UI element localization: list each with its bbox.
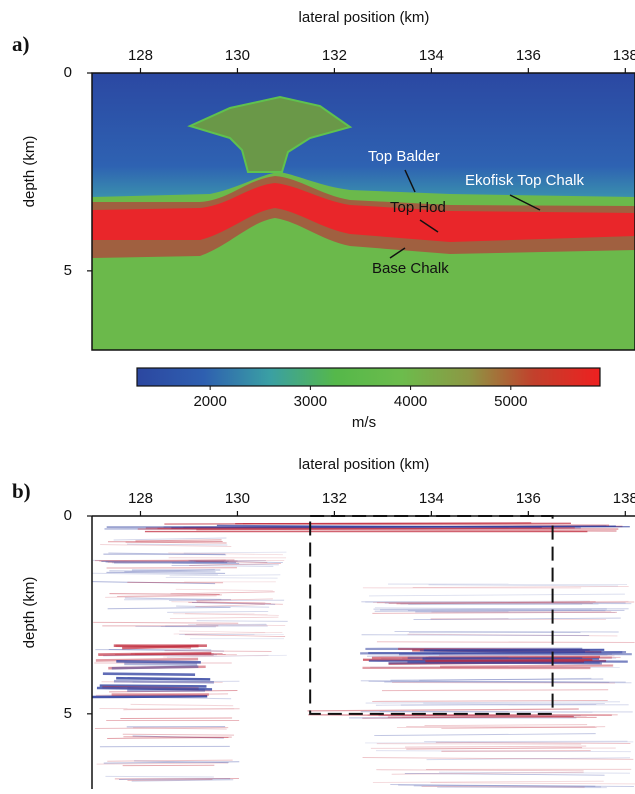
x-tick-label: 132: [322, 490, 347, 507]
reflector: [135, 540, 221, 541]
colorbar: [137, 368, 600, 386]
reflector: [374, 734, 595, 736]
reflector: [166, 577, 278, 578]
reflector: [184, 552, 287, 553]
reflector: [424, 650, 604, 651]
reflector: [170, 575, 281, 576]
reflector: [413, 586, 629, 587]
reflector: [98, 653, 211, 654]
reflector: [365, 742, 633, 743]
reflector: [103, 674, 195, 675]
reflector: [176, 589, 273, 590]
reflector: [174, 632, 283, 634]
reflector: [107, 760, 232, 761]
y-tick-label: 5: [64, 705, 72, 722]
reflector: [176, 606, 269, 607]
reflector: [429, 585, 618, 586]
reflector: [116, 661, 201, 662]
reflector: [441, 751, 590, 752]
reflector: [376, 770, 583, 771]
reflector: [377, 744, 581, 745]
reflector: [405, 746, 586, 747]
reflector: [362, 635, 590, 636]
highlight-box: [310, 516, 552, 714]
reflector: [97, 688, 212, 689]
reflector: [373, 781, 604, 782]
x-tick-label: 134: [419, 47, 444, 64]
reflector: [107, 737, 228, 738]
colorbar-tick-label: 2000: [193, 393, 226, 410]
x-tick-label: 138: [613, 490, 635, 507]
reflector: [108, 607, 231, 608]
x-tick-label: 130: [225, 490, 250, 507]
reflector: [170, 617, 279, 618]
reflector: [105, 776, 213, 777]
reflector: [431, 783, 635, 784]
reflector: [307, 709, 578, 711]
annotation: Top Hod: [390, 199, 446, 216]
x-axis-title: lateral position (km): [299, 456, 430, 473]
reflector: [197, 621, 288, 622]
reflector: [195, 605, 265, 607]
reflector: [120, 718, 232, 719]
reflector: [172, 565, 274, 566]
y-tick-label: 0: [64, 64, 72, 81]
x-tick-label: 130: [225, 47, 250, 64]
reflector: [114, 681, 214, 682]
annotation: Ekofisk Top Chalk: [465, 172, 584, 189]
reflector: [425, 660, 592, 661]
reflector: [167, 611, 268, 612]
reflector: [185, 635, 285, 637]
colorbar-title: m/s: [352, 414, 376, 431]
annotation: Base Chalk: [372, 260, 449, 277]
reflector: [96, 659, 198, 660]
y-axis-title: depth (km): [21, 136, 38, 208]
reflector: [382, 690, 608, 691]
colorbar-tick-label: 5000: [494, 393, 527, 410]
reflector: [179, 631, 265, 633]
reflector: [131, 704, 234, 705]
reflector: [369, 594, 625, 596]
y-tick-label: 5: [64, 262, 72, 279]
reflector: [372, 612, 617, 613]
reflector: [366, 702, 620, 703]
y-axis-title: depth (km): [21, 577, 38, 649]
reflector: [119, 779, 230, 780]
reflector: [377, 642, 635, 643]
annotation: Top Balder: [368, 148, 440, 165]
x-tick-label: 136: [516, 490, 541, 507]
reflector: [395, 631, 619, 632]
reflector: [93, 622, 238, 623]
reflector: [112, 667, 199, 669]
reflector: [124, 664, 197, 665]
x-tick-label: 136: [516, 47, 541, 64]
reflector: [126, 542, 227, 543]
reflector: [109, 594, 219, 595]
reflector: [165, 651, 272, 652]
panel-label: a): [12, 32, 30, 56]
x-tick-label: 128: [128, 47, 153, 64]
reflector: [171, 592, 275, 594]
y-tick-label: 0: [64, 507, 72, 524]
velocity-image: [92, 73, 635, 350]
colorbar-tick-label: 4000: [394, 393, 427, 410]
reflector: [92, 696, 207, 697]
reflector: [123, 734, 234, 735]
reflector: [425, 725, 588, 726]
x-axis-title: lateral position (km): [299, 9, 430, 26]
x-tick-label: 132: [322, 47, 347, 64]
reflector: [372, 700, 607, 701]
x-tick-label: 134: [419, 490, 444, 507]
colorbar-tick-label: 3000: [294, 393, 327, 410]
reflector: [116, 678, 210, 679]
panel-label: b): [12, 479, 31, 503]
reflector: [440, 665, 613, 666]
x-tick-label: 128: [128, 490, 153, 507]
x-tick-label: 138: [613, 47, 635, 64]
reflector: [360, 652, 626, 653]
